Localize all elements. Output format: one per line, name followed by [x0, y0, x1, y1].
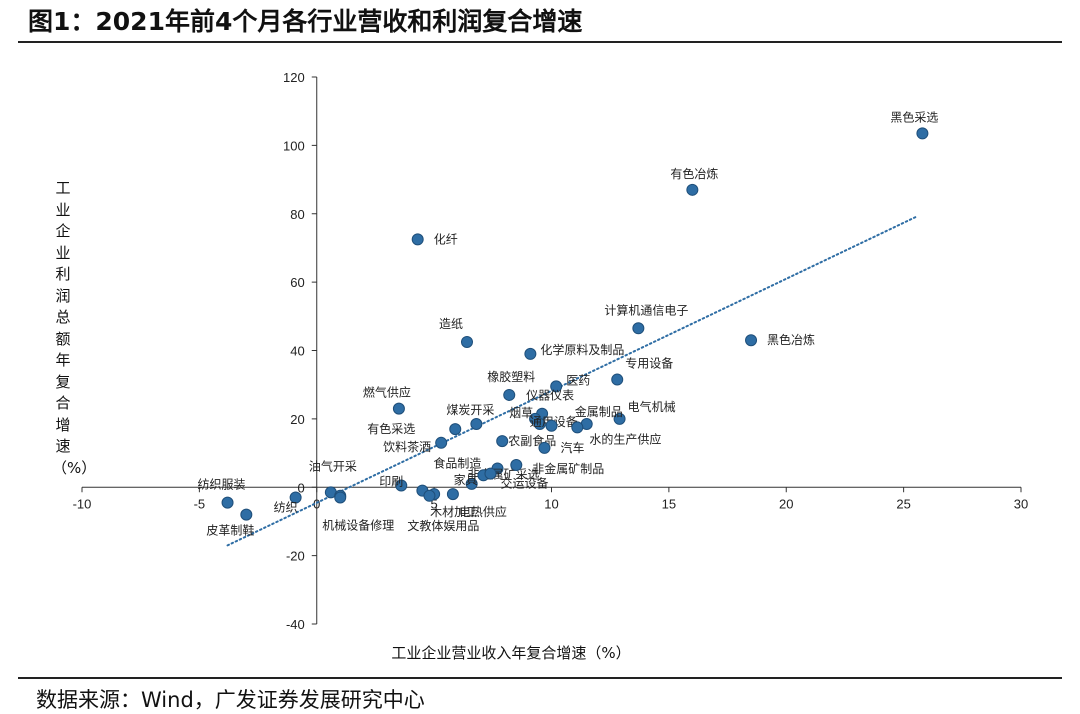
point-label: 非金属矿制品	[532, 461, 604, 476]
data-point	[484, 467, 497, 480]
data-point	[611, 373, 624, 386]
x-tick-label: 25	[896, 496, 910, 511]
point-label: 皮革制鞋	[206, 523, 254, 538]
point-label: 文教体娱用品	[407, 518, 479, 533]
y-tick-label: 40	[290, 344, 304, 359]
data-point	[571, 421, 584, 434]
point-label: 饮料茶酒	[383, 439, 431, 454]
point-label: 仪器仪表	[526, 389, 574, 403]
data-point	[465, 477, 478, 490]
x-tick-label: -10	[73, 496, 92, 511]
y-axis-label: 工业企业利润总额年复合增速（%）	[52, 179, 97, 477]
point-label: 家具	[454, 472, 478, 487]
data-point	[334, 491, 347, 504]
data-point	[411, 233, 424, 246]
point-label: 黑色采选	[890, 110, 938, 124]
data-point	[533, 418, 546, 431]
data-point	[240, 508, 253, 521]
x-tick-label: 0	[313, 496, 320, 511]
x-tick-label: 15	[662, 496, 676, 511]
point-label: 金属制品	[575, 404, 623, 419]
y-tick-label: 80	[290, 207, 304, 222]
point-label: 烟草	[509, 406, 533, 420]
data-point	[550, 380, 563, 393]
data-point	[524, 347, 537, 360]
data-point	[449, 423, 462, 436]
point-label: 煤炭开采	[446, 403, 494, 417]
x-tick-label: 20	[779, 496, 793, 511]
data-point	[510, 459, 523, 472]
point-label: 橡胶塑料	[487, 369, 535, 384]
point-label: 造纸	[439, 317, 463, 331]
data-point	[538, 441, 551, 454]
footer-divider	[18, 677, 1062, 679]
y-tick-label: -20	[286, 549, 305, 564]
data-point	[446, 488, 459, 501]
data-point	[289, 491, 302, 504]
point-label: 食品制造	[433, 455, 481, 470]
y-tick-label: 60	[290, 275, 304, 290]
point-label: 化纤	[434, 232, 458, 246]
data-point	[423, 489, 436, 502]
y-tick-label: 100	[283, 138, 305, 153]
point-label: 汽车	[560, 440, 584, 455]
title-divider	[18, 41, 1062, 43]
data-point	[686, 183, 699, 196]
y-tick-label: 20	[290, 412, 304, 427]
point-label: 电气机械	[628, 399, 676, 414]
point-label: 印刷	[379, 475, 403, 489]
point-label: 燃气供应	[363, 385, 411, 400]
point-label: 纺织服装	[198, 478, 246, 492]
data-point	[613, 412, 626, 425]
point-label: 有色冶炼	[670, 166, 718, 181]
data-point	[496, 435, 509, 448]
point-label: 化学原料及制品	[540, 342, 624, 357]
point-label: 专用设备	[625, 356, 673, 371]
data-point	[221, 496, 234, 509]
data-point	[435, 436, 448, 449]
data-point	[392, 402, 405, 415]
point-label: 有色采选	[367, 422, 415, 436]
x-tick-label: 30	[1014, 496, 1028, 511]
y-tick-label: -40	[286, 617, 305, 632]
point-label: 纺织	[274, 501, 298, 515]
point-label: 医药	[566, 373, 590, 387]
point-label: 交运设备	[500, 476, 548, 491]
x-tick-label: 5	[431, 496, 438, 511]
point-label: 黑色冶炼	[767, 332, 815, 347]
data-point	[460, 335, 473, 348]
x-tick-label: 10	[544, 496, 558, 511]
data-point	[503, 388, 516, 401]
point-label: 计算机通信电子	[604, 302, 688, 317]
point-label: 电热供应	[459, 504, 507, 519]
y-tick-label: 120	[283, 70, 305, 85]
point-label: 机械设备修理	[322, 518, 394, 533]
source-note: 数据来源：Wind，广发证券发展研究中心	[36, 688, 425, 712]
data-point	[632, 322, 645, 335]
data-point	[545, 419, 558, 432]
data-point	[470, 418, 483, 431]
data-point	[745, 334, 758, 347]
point-label: 水的生产供应	[589, 431, 661, 446]
point-label: 油气开采	[309, 458, 357, 473]
chart-title: 图1：2021年前4个月各行业营收和利润复合增速	[28, 7, 583, 36]
data-point	[395, 479, 408, 492]
x-tick-label: -5	[194, 496, 206, 511]
data-point	[916, 127, 929, 140]
y-tick-label: 0	[298, 480, 305, 495]
x-axis-label: 工业企业营业收入年复合增速（%）	[391, 644, 631, 662]
point-label: 木材加工	[430, 505, 478, 519]
